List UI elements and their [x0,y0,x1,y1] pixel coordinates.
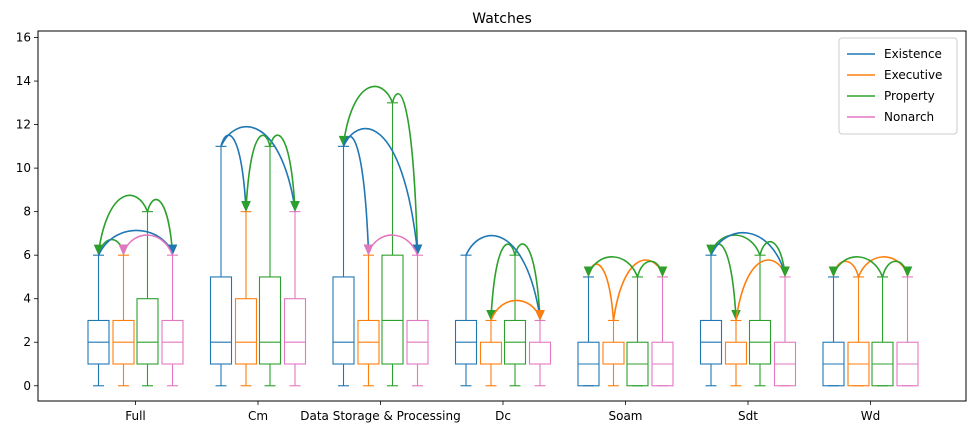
box-executive-0 [112,254,135,387]
legend-label: Nonarch [884,110,934,124]
box-property-6 [871,276,894,387]
arrow-property-to-existence [97,194,149,253]
box-existence-3 [454,254,478,387]
arrow-property-to-nonarch [269,134,296,209]
arrow-head [583,266,594,278]
y-axis: 0 2 4 6 8 10 12 14 16 [16,31,38,393]
box-existence-1 [209,145,233,387]
legend-item-nonarch: Nonarch [847,110,934,124]
arrow-existence-to-nonarch [220,126,296,209]
y-tick-label: 16 [16,31,31,45]
plot-area [37,30,967,402]
box-existence-0 [87,254,110,387]
y-tick-label: 8 [23,205,31,219]
arrow-head [535,309,545,321]
y-tick-label: 0 [23,379,31,393]
legend-label: Property [884,89,935,103]
box-property-5 [748,254,772,387]
chart-title: Watches [472,11,532,27]
x-tick-label: Dc [495,409,511,423]
box-existence-5 [699,254,723,387]
box-property-2 [381,102,404,387]
box-executive-3 [479,319,503,387]
arrow-property-to-nonarch [391,92,419,253]
arrow-head [241,201,251,212]
y-tick-label: 2 [23,335,31,349]
arrow-head [706,244,716,256]
box-nonarch-3 [528,319,552,387]
arrow-property-to-nonarch [146,198,174,253]
legend: Existence Executive Property Nonarch [838,37,958,135]
x-tick-label: Sdt [738,409,758,423]
arrow-existence-to-executive [220,134,247,209]
box-property-3 [503,254,527,387]
legend-item-executive: Executive [847,68,942,82]
x-tick-label: Full [125,409,146,423]
arrow-head [902,266,913,278]
arrow-existence-to-nonarch [710,232,786,275]
arrow-head [363,244,374,256]
box-property-1 [258,145,282,387]
y-tick-label: 4 [23,292,31,306]
box-executive-6 [847,276,870,387]
arrow-existence-to-nonarch [465,234,541,318]
arrow-existence-to-executive [342,135,370,253]
box-nonarch-6 [896,276,919,387]
box-nonarch-2 [406,254,429,387]
arrow-layer [93,85,913,321]
y-tick-label: 12 [16,118,31,132]
arrow-property-to-nonarch [514,243,541,318]
y-tick-label: 6 [23,248,31,262]
legend-item-existence: Existence [847,47,942,61]
x-axis: Full Cm Data Storage & Processing Dc Soam Sdt… [125,401,880,423]
y-tick-label: 14 [16,74,31,88]
arrow-head [780,266,790,278]
legend-item-property: Property [847,89,935,103]
box-executive-1 [234,211,258,387]
arrow-property-to-nonarch [759,241,786,275]
box-layer [87,102,919,387]
arrow-property-to-executive [490,243,516,318]
box-nonarch-0 [161,254,184,387]
arrow-head [657,266,668,278]
arrow-head [118,244,129,256]
arrow-property-to-existence [342,85,394,144]
x-tick-label: Data Storage & Processing [300,409,460,423]
legend-frame [838,37,958,135]
x-tick-label: Soam [608,409,642,423]
y-tick-label: 10 [16,161,31,175]
x-tick-label: Wd [861,409,880,423]
arrow-existence-to-nonarch [342,127,419,253]
arrow-head [290,201,300,212]
box-nonarch-5 [773,276,797,387]
legend-label: Executive [884,68,942,82]
arrow-head [828,266,839,278]
legend-label: Existence [884,47,942,61]
arrow-property-to-executive [245,134,271,209]
x-tick-label: Cm [248,409,268,423]
